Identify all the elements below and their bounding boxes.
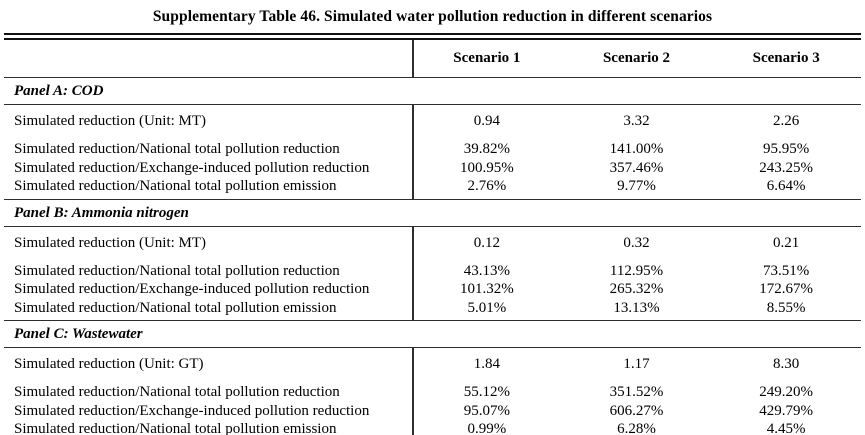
value-cell: 13.13% [613,299,660,316]
column-header-scenario-3: Scenario 3 [752,50,820,66]
value-cell: 243.25% [759,159,814,176]
value-cell: 3.32 [623,113,650,129]
top-double-rule [4,33,861,40]
value-cell: 0.32 [623,234,650,251]
table-row: Simulated reduction (Unit: GT) 1.84 1.17… [4,348,861,383]
value-cell: 351.52% [609,384,664,400]
table-row: Simulated reduction/National total pollu… [4,177,861,196]
row-label: Simulated reduction/National total pollu… [14,384,340,400]
column-divider-line [412,226,414,320]
row-label: Simulated reduction/Exchange-induced pol… [14,402,370,419]
table-row: Simulated reduction/National total pollu… [4,299,861,318]
value-cell: 0.12 [473,234,500,251]
row-label: Simulated reduction/National total pollu… [14,421,337,435]
value-cell: 39.82% [463,141,510,157]
table-row: Simulated reduction/National total pollu… [4,262,861,281]
column-header-row: Scenario 1 Scenario 2 Scenario 3 [4,40,861,78]
value-cell: 100.95% [459,159,514,176]
table-row: Simulated reduction/Exchange-induced pol… [4,402,861,421]
value-cell: 43.13% [463,262,510,279]
row-label: Simulated reduction/Exchange-induced pol… [14,159,370,176]
table-row: Simulated reduction (Unit: MT) 0.94 3.32… [4,105,861,140]
value-cell: 5.01% [467,299,507,316]
column-divider-line [412,40,414,77]
table-row: Simulated reduction/National total pollu… [4,140,861,159]
panel-c-header: Panel C: Wastewater [14,326,143,342]
table-title: Supplementary Table 46. Simulated water … [152,8,713,25]
row-label: Simulated reduction/National total pollu… [14,178,337,194]
panel-b-body: Simulated reduction (Unit: MT) 0.12 0.32… [4,225,861,321]
column-header-scenario-2: Scenario 2 [602,50,671,66]
value-cell: 9.77% [617,178,656,194]
row-label: Simulated reduction/National total pollu… [14,299,337,316]
value-cell: 357.46% [609,159,664,176]
value-cell: 0.94 [473,113,500,129]
panel-a-header: Panel A: COD [14,83,104,99]
value-cell: 55.12% [463,384,510,400]
value-cell: 249.20% [759,384,814,400]
row-label: Simulated reduction/National total pollu… [14,262,340,279]
panel-a-body: Simulated reduction (Unit: MT) 0.94 3.32… [4,104,861,200]
value-cell: 606.27% [609,402,664,419]
value-cell: 172.67% [759,281,814,297]
row-label: Simulated reduction (Unit: MT) [14,234,207,251]
value-cell: 2.26 [773,113,800,129]
value-cell: 265.32% [609,281,664,297]
row-label: Simulated reduction/Exchange-induced pol… [14,281,370,297]
value-cell: 8.30 [773,356,800,372]
column-divider-line [412,348,414,435]
column-divider-line [412,105,414,199]
value-cell: 95.95% [763,141,810,157]
value-cell: 141.00% [609,141,664,157]
table-row: Simulated reduction/National total pollu… [4,420,861,435]
table-row: Simulated reduction/Exchange-induced pol… [4,280,861,299]
empty-header-cell [4,40,412,77]
row-label: Simulated reduction (Unit: GT) [14,356,204,372]
row-label: Simulated reduction/National total pollu… [14,141,340,157]
value-cell: 1.84 [473,356,500,372]
row-label: Simulated reduction (Unit: MT) [14,113,207,129]
value-cell: 4.45% [766,421,806,435]
value-cell: 6.64% [766,178,806,194]
value-cell: 0.99% [467,421,507,435]
value-cell: 101.32% [459,281,514,297]
panel-b-header: Panel B: Ammonia nitrogen [14,204,189,221]
table-row: Simulated reduction/Exchange-induced pol… [4,159,861,178]
value-cell: 0.21 [773,234,800,251]
value-cell: 95.07% [463,402,510,419]
value-cell: 2.76% [467,178,507,194]
value-cell: 6.28% [617,421,656,435]
table-row: Simulated reduction/National total pollu… [4,383,861,402]
panel-c-body: Simulated reduction (Unit: GT) 1.84 1.17… [4,347,861,435]
value-cell: 8.55% [766,299,806,316]
table-row: Simulated reduction (Unit: MT) 0.12 0.32… [4,227,861,262]
column-header-scenario-1: Scenario 1 [453,50,521,66]
value-cell: 73.51% [763,262,810,279]
value-cell: 112.95% [609,262,664,279]
value-cell: 1.17 [623,356,650,372]
value-cell: 429.79% [759,402,814,419]
